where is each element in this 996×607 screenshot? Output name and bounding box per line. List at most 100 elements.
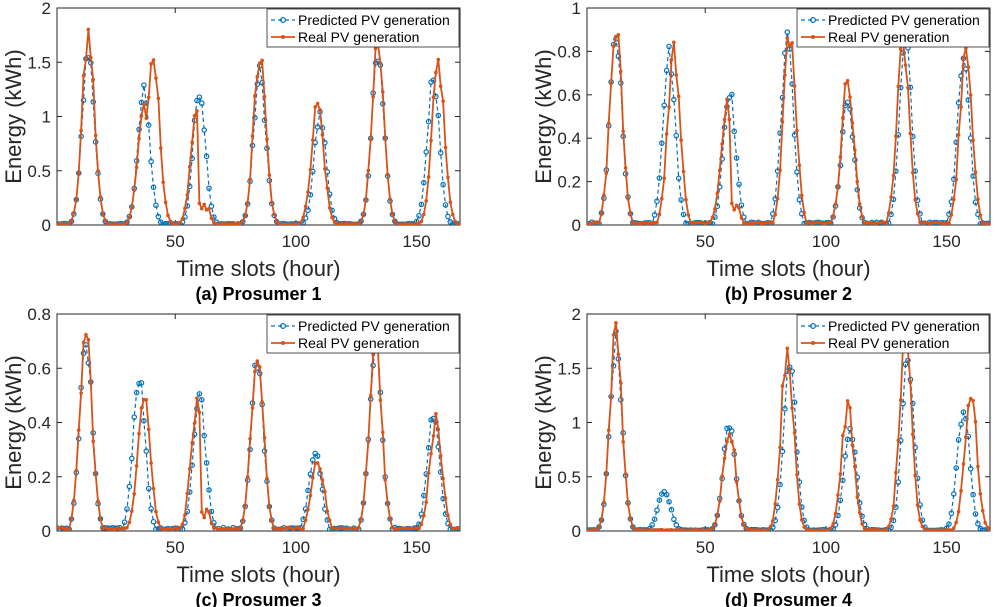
predicted-series-point <box>738 202 745 208</box>
predicted-series-point <box>972 511 979 517</box>
y-tick-label: 0.2 <box>557 173 581 192</box>
real-series-point <box>971 138 975 143</box>
predicted-series-point <box>842 453 849 459</box>
predicted-series-point <box>654 198 660 205</box>
real-series-point <box>606 428 611 433</box>
predicted-series-point <box>782 405 788 412</box>
real-series-point <box>787 43 792 48</box>
real-series-point <box>156 96 161 101</box>
real-series-point <box>908 131 913 136</box>
real-series-point <box>898 398 903 402</box>
real-series-point <box>609 81 613 86</box>
real-series-point <box>250 406 255 410</box>
real-series-point <box>964 435 968 440</box>
real-series-point <box>154 509 158 514</box>
predicted-series-point <box>671 516 677 523</box>
real-series-point <box>850 121 855 125</box>
real-series-point <box>178 220 182 225</box>
real-series-point <box>913 473 917 478</box>
real-series-point <box>393 219 397 224</box>
real-series-point <box>838 472 843 476</box>
real-series-point <box>310 138 315 142</box>
y-tick-label: 2 <box>42 0 51 18</box>
real-series-point <box>896 438 901 443</box>
real-series-point <box>949 213 954 217</box>
real-series-point <box>450 212 455 217</box>
real-series-point <box>857 202 862 206</box>
real-series-point <box>611 332 616 337</box>
real-series-point <box>183 513 187 517</box>
real-series-point <box>655 220 659 225</box>
real-series-point <box>255 75 260 79</box>
real-series-point <box>722 456 727 461</box>
real-series-point <box>845 78 850 83</box>
real-series-point <box>973 170 978 175</box>
predicted-series-point <box>668 506 675 513</box>
real-series-point <box>74 468 79 473</box>
real-series-point <box>597 525 601 529</box>
real-series-point <box>739 515 744 519</box>
real-series-point <box>301 215 305 220</box>
real-series-point <box>241 219 245 223</box>
legend-label: Predicted PV generation <box>828 12 980 28</box>
real-series-point <box>371 352 375 357</box>
real-series-point <box>301 526 305 531</box>
x-tick-label: 50 <box>696 232 715 251</box>
real-series-point <box>952 526 956 530</box>
x-tick-label: 100 <box>812 538 840 557</box>
real-series-point <box>144 116 149 121</box>
real-series-point <box>149 62 153 66</box>
real-series-point <box>684 197 688 202</box>
x-tick-label: 100 <box>282 232 310 251</box>
real-series-point <box>964 46 968 51</box>
real-series-point <box>269 200 274 205</box>
real-series-point <box>978 492 983 496</box>
predicted-series-point <box>902 361 909 368</box>
real-series-point <box>676 94 681 99</box>
real-series-point <box>896 84 901 89</box>
real-series-point <box>187 466 192 471</box>
real-series-point <box>618 381 623 385</box>
real-series-point <box>241 518 245 523</box>
real-series-point <box>732 208 737 212</box>
real-series-point <box>308 493 313 498</box>
real-series-point <box>199 510 204 514</box>
real-series-point <box>954 520 959 525</box>
predicted-series-point <box>678 197 684 203</box>
predicted-series-point <box>437 149 444 156</box>
real-series-point <box>717 168 722 173</box>
real-series-point <box>195 109 199 113</box>
x-axis-label: Time slots (hour) <box>176 256 340 281</box>
real-series-point <box>771 220 775 225</box>
panel-caption: (a) Prosumer 1 <box>195 284 321 304</box>
y-tick-label: 1.5 <box>557 359 581 378</box>
real-series-point <box>778 168 782 172</box>
real-series-point <box>134 165 139 170</box>
predicted-series-point <box>198 396 205 403</box>
real-series-point <box>602 193 606 198</box>
real-series-point <box>81 73 86 78</box>
real-series-point <box>734 480 739 484</box>
real-series-point <box>272 212 276 217</box>
y-tick-label: 1 <box>572 414 581 433</box>
real-series-point <box>187 164 192 169</box>
real-series-point <box>609 395 613 400</box>
real-series-point <box>417 526 421 531</box>
real-series-point <box>373 46 378 51</box>
real-series-point <box>778 445 782 450</box>
real-series-point <box>388 516 392 521</box>
predicted-series-point <box>955 437 962 443</box>
real-series-point <box>190 140 194 145</box>
real-series-point <box>710 215 715 220</box>
real-series-point <box>947 221 951 225</box>
predicted-series-point <box>425 444 432 451</box>
real-series-point <box>96 168 100 173</box>
real-series-point <box>787 369 792 373</box>
real-series-point <box>739 215 744 220</box>
legend-marker <box>280 323 287 330</box>
real-series-point <box>775 477 780 482</box>
real-series-point <box>722 117 727 122</box>
real-series-point <box>303 518 308 523</box>
real-series-point <box>298 220 303 225</box>
